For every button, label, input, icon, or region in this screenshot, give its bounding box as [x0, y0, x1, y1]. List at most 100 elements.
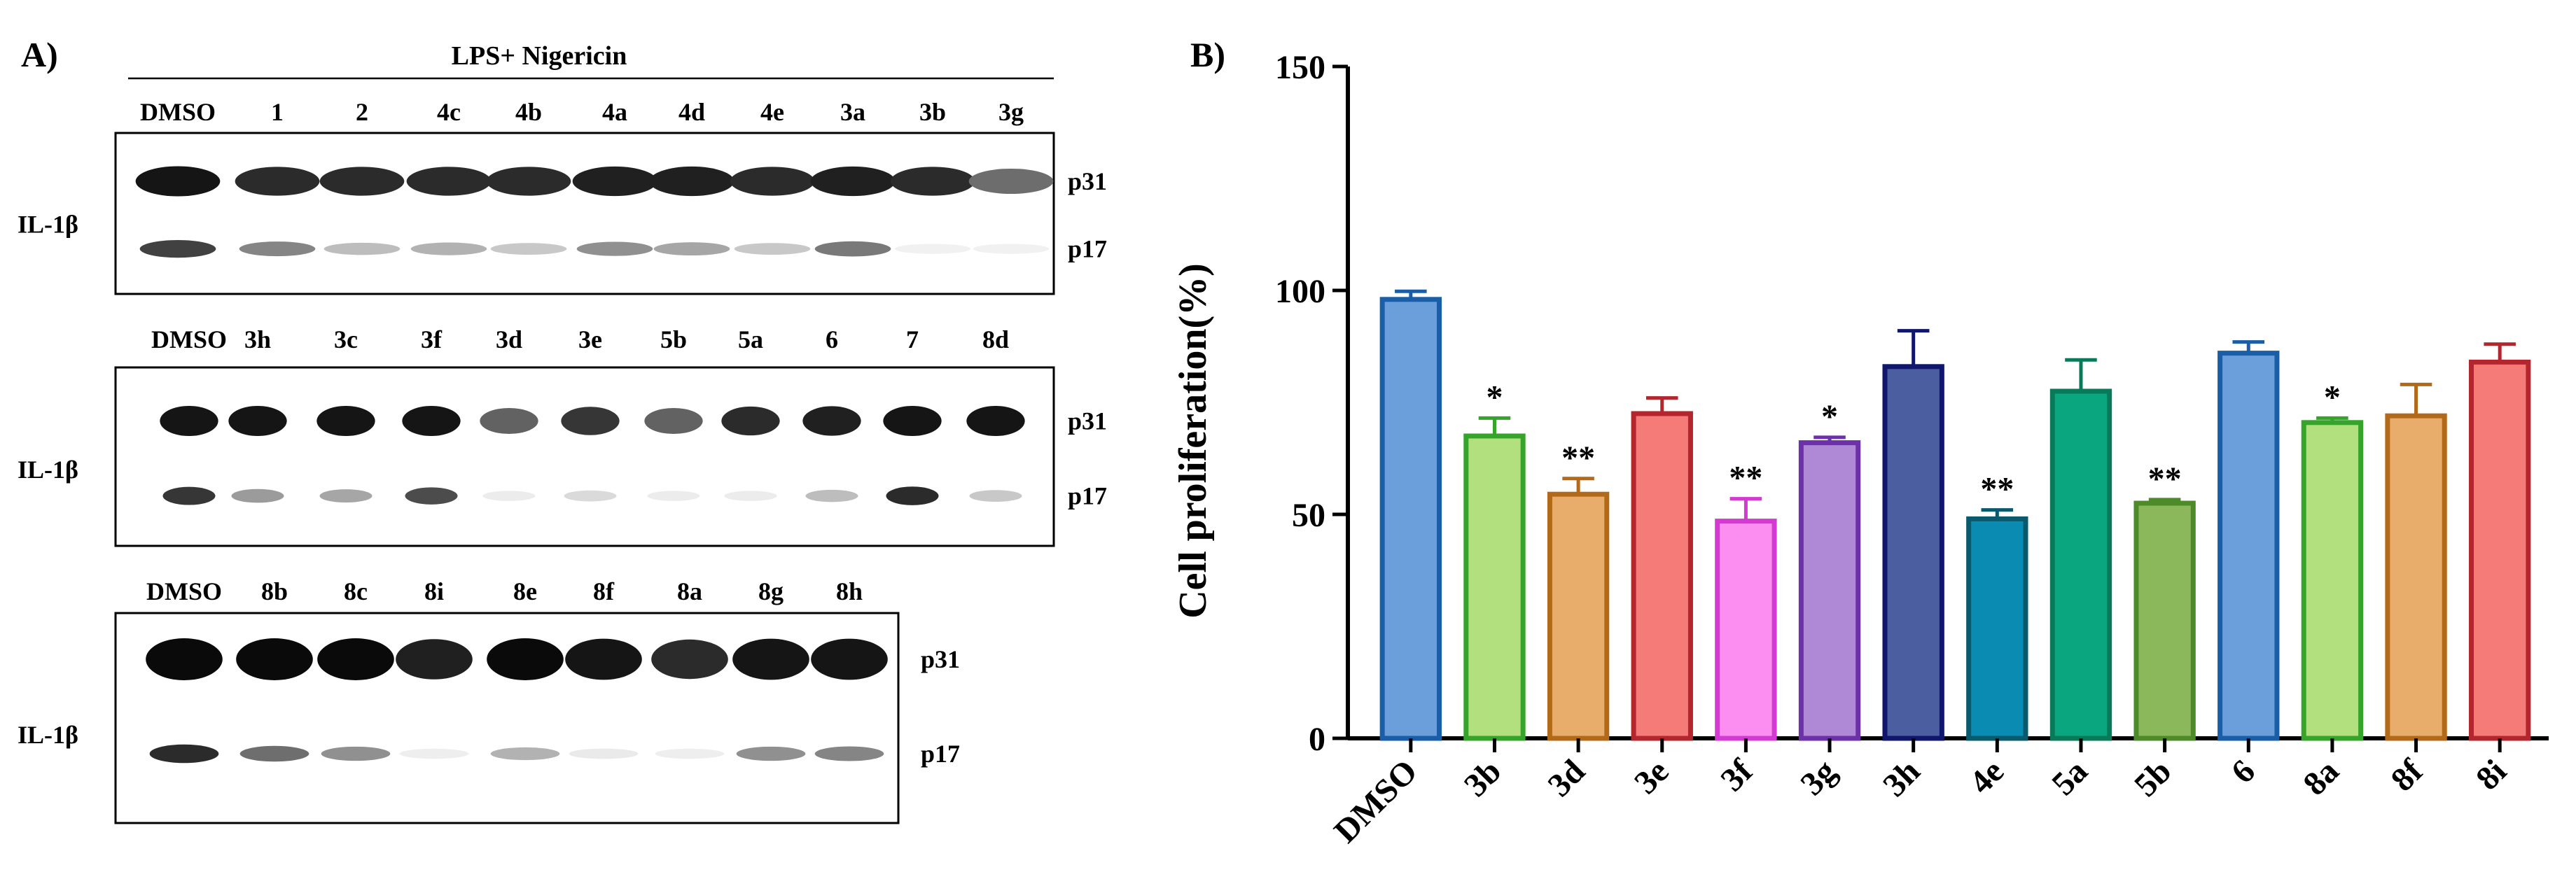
p31-tag: p31	[1068, 167, 1107, 195]
lane-label: 8i	[424, 577, 444, 605]
p31-band	[810, 166, 896, 197]
blot-3: DMSO 8b 8c 8i 8e 8f 8a 8g 8h p31 p17 IL-1β	[18, 577, 960, 824]
p17-band	[805, 489, 858, 502]
significance-mark: *	[1486, 379, 1503, 416]
lane-label: 3a	[840, 98, 865, 126]
p17-band	[647, 491, 700, 501]
p17-band	[886, 486, 939, 505]
p31-band	[649, 166, 734, 197]
x-tick-label: 5a	[2045, 752, 2094, 802]
p17-band	[323, 242, 401, 255]
p17-band	[490, 747, 560, 761]
p17-band	[162, 486, 216, 505]
bar	[2049, 388, 2112, 741]
lane-label: 8g	[758, 577, 784, 605]
x-tick-label: 3b	[1457, 752, 1508, 803]
protein-label: IL-1β	[18, 456, 78, 484]
lane-label: 7	[906, 325, 919, 353]
p31-band	[236, 638, 313, 680]
p17-band	[814, 241, 891, 257]
blot-2: DMSO 3h 3c 3f 3d 3e 5b 5a 6 7 8d p31 p17 IL-1β	[18, 325, 1107, 547]
bar	[1379, 297, 1442, 741]
p17-band	[653, 242, 730, 256]
panel-b-label: B)	[1190, 35, 1225, 74]
p31-band	[730, 167, 815, 196]
p17-band	[139, 240, 216, 258]
p31-band	[561, 407, 620, 435]
p31-band	[160, 405, 218, 437]
blot-1: DMSO 1 2 4c 4b 4a 4d 4e 3a 3b 3g p31 p17 IL-1β	[18, 98, 1107, 295]
p31-band	[732, 638, 809, 680]
p17-band	[490, 243, 567, 255]
lane-label: 8a	[677, 577, 702, 605]
panel-a-western-blot: A) LPS+ Nigericin DMSO 1 2 4c 4b 4a 4d 4e 3a 3b 3g…	[18, 35, 1107, 824]
lane-label: 8b	[261, 577, 288, 605]
x-tick-label: 3g	[1793, 752, 1843, 802]
lane-label: 3b	[919, 98, 946, 126]
bar	[2133, 500, 2196, 741]
x-tick-label: 3e	[1627, 752, 1676, 801]
y-axis-label: Cell proliferation(%)	[1171, 263, 1215, 619]
p17-band	[576, 241, 653, 256]
panel-a-label: A)	[21, 35, 58, 74]
p31-band	[396, 639, 473, 680]
p31-band	[721, 406, 780, 436]
x-tick-label: 3h	[1876, 752, 1927, 803]
lane-label: 1	[271, 98, 284, 126]
treatment-label: LPS+ Nigericin	[452, 41, 627, 71]
p31-band	[572, 166, 657, 197]
y-tick-label: 150	[1275, 49, 1325, 86]
p17-band	[239, 241, 316, 257]
lane-label: 4d	[678, 98, 705, 126]
significance-mark: **	[1980, 471, 2014, 508]
p17-band	[405, 487, 458, 505]
bar	[1631, 411, 1693, 741]
lane-label: 4a	[602, 98, 627, 126]
y-tick-label: 0	[1309, 721, 1325, 758]
x-tick-label: 8f	[2384, 752, 2430, 799]
p17-band	[149, 744, 219, 764]
lane-label: 3h	[244, 325, 271, 353]
lane-label: 8f	[593, 577, 615, 605]
x-tick-label: 8a	[2296, 752, 2346, 802]
p31-band	[486, 167, 571, 196]
blot-frame	[114, 366, 1055, 547]
x-tick-label: 3d	[1541, 752, 1593, 804]
lane-label: 4b	[515, 98, 542, 126]
p17-band	[655, 748, 725, 759]
p31-band	[135, 166, 221, 197]
bar	[2469, 359, 2531, 741]
p31-band	[968, 168, 1054, 195]
p31-tag: p31	[921, 645, 960, 673]
p31-band	[487, 638, 564, 680]
p31-band	[480, 408, 538, 434]
lane-label: 4c	[437, 98, 461, 126]
lane-label: DMSO	[151, 325, 227, 353]
lane-label: DMSO	[140, 98, 216, 126]
p17-band	[231, 488, 284, 503]
x-tick-label: 8i	[2469, 752, 2514, 797]
panel-b-bar-chart: B) Cell proliferation(%) 0 50 100 150 DMSO * 3…	[1171, 35, 2549, 850]
p17-tag: p17	[1068, 482, 1107, 510]
p17-band	[736, 746, 806, 761]
p31-band	[406, 167, 492, 196]
lane-label: 8d	[982, 325, 1009, 353]
bar	[1547, 491, 1610, 741]
lane-label: 5b	[660, 325, 687, 353]
significance-mark: **	[2148, 460, 2182, 498]
x-tick-label: 4e	[1963, 752, 2012, 801]
x-tick-label: DMSO	[1327, 752, 1424, 850]
p31-band	[802, 406, 861, 436]
p17-band	[410, 242, 487, 255]
p31-band	[883, 405, 942, 437]
p31-band	[402, 405, 461, 437]
p17-band	[894, 244, 971, 254]
bar	[1798, 440, 1861, 741]
p31-band	[966, 405, 1025, 437]
p31-band	[811, 638, 888, 680]
lane-label: 8h	[836, 577, 863, 605]
p17-band	[564, 490, 617, 502]
lane-label: 3d	[496, 325, 522, 353]
protein-label: IL-1β	[18, 211, 78, 239]
